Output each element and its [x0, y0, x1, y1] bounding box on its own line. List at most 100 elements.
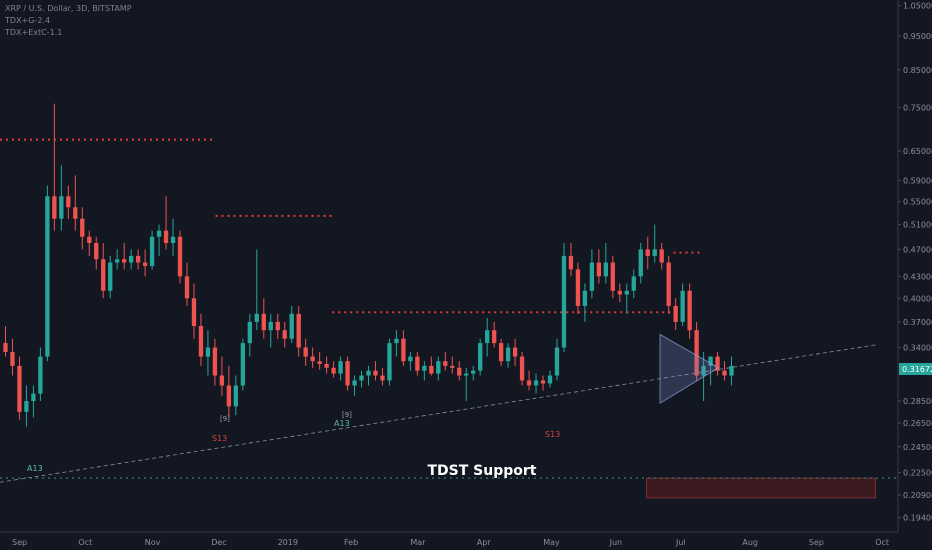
time-tick-label: Oct — [875, 538, 889, 547]
candle-body — [122, 259, 127, 263]
candle-body — [533, 380, 539, 386]
candle-body — [94, 242, 99, 260]
candle-body — [296, 313, 301, 348]
candle-body — [582, 290, 588, 306]
candle-body — [177, 236, 183, 277]
candle-body — [429, 365, 434, 374]
support-zone-box — [646, 477, 876, 499]
a13-label: A13 — [27, 464, 43, 473]
candle-body — [268, 321, 273, 331]
candle-body — [394, 338, 399, 344]
candle-body — [575, 269, 581, 306]
candle-body — [59, 196, 64, 219]
candle-body — [701, 365, 706, 376]
candle-body — [254, 313, 259, 322]
candle-body — [184, 276, 190, 299]
candle-body — [275, 321, 280, 331]
candle-body — [303, 347, 308, 357]
candle-body — [568, 255, 574, 270]
candle-body — [485, 330, 490, 344]
indicator-label-1: TDX+G-2.4 — [5, 16, 51, 25]
candle-body — [380, 375, 385, 381]
candle-body — [212, 347, 218, 376]
candle-body — [345, 361, 350, 386]
candle-body — [191, 298, 197, 327]
candle-body — [505, 347, 511, 362]
candle-body — [561, 255, 567, 348]
candle-body — [659, 249, 664, 263]
candle-body — [156, 230, 162, 237]
candle-body — [135, 255, 141, 263]
candle-body — [317, 361, 322, 365]
s13-label: S13 — [212, 434, 227, 443]
candle-body — [680, 290, 685, 322]
s13-label: S13 — [545, 430, 560, 439]
candle-body — [589, 262, 595, 291]
candle-body — [240, 343, 246, 386]
candle-body — [170, 236, 176, 243]
candle-body — [694, 330, 699, 376]
candle-body — [596, 262, 602, 277]
candle-body — [443, 361, 448, 366]
candle-body — [519, 356, 525, 381]
candle-body — [471, 370, 476, 374]
candle-body — [45, 196, 50, 357]
candle-body — [24, 401, 29, 412]
candle-body — [554, 347, 560, 376]
candle-body — [3, 343, 8, 353]
candle-body — [128, 255, 134, 263]
time-tick-label: Feb — [344, 538, 358, 547]
candle-body — [198, 326, 204, 357]
candle-body — [226, 385, 232, 407]
setup-count-label: [9] — [342, 411, 352, 419]
candle-body — [638, 249, 643, 277]
candle-body — [408, 356, 413, 362]
indicator-label-2: TDX+ExtC-1.1 — [5, 28, 63, 37]
time-tick-label: Jul — [675, 538, 686, 547]
price-axis-panel — [898, 0, 932, 550]
candle-body — [115, 259, 120, 263]
candle-body — [722, 370, 727, 376]
time-tick-label: Oct — [78, 538, 92, 547]
candle-body — [498, 343, 504, 362]
candle-body — [491, 330, 497, 344]
candle-body — [673, 305, 678, 322]
candle-body — [603, 262, 609, 277]
chart-legend: XRP / U.S. Dollar, 3D, BITSTAMP TDX+G-2.… — [5, 3, 132, 39]
candle-body — [436, 361, 441, 374]
candle-body — [666, 262, 671, 306]
candle-body — [708, 356, 713, 366]
time-tick-label: Mar — [410, 538, 426, 547]
candle-body — [478, 343, 483, 371]
a13-label: A13 — [334, 419, 350, 428]
setup-count-label: [9] — [220, 415, 230, 423]
candle-body — [652, 249, 657, 256]
candle-body — [324, 364, 329, 368]
candle-body — [401, 338, 406, 362]
tdst-support-label: TDST Support — [428, 463, 537, 479]
candle-body — [547, 375, 553, 384]
candle-body — [233, 385, 239, 407]
candle-body — [282, 330, 287, 339]
time-tick-label: Aug — [742, 538, 758, 547]
time-tick-label: Sep — [12, 538, 27, 547]
time-tick-label: Jun — [609, 538, 623, 547]
candle-body — [52, 196, 57, 219]
symbol-title: XRP / U.S. Dollar, 3D, BITSTAMP — [5, 4, 132, 13]
candle-body — [387, 343, 392, 381]
candle-body — [163, 230, 169, 243]
candle-body — [87, 236, 92, 243]
